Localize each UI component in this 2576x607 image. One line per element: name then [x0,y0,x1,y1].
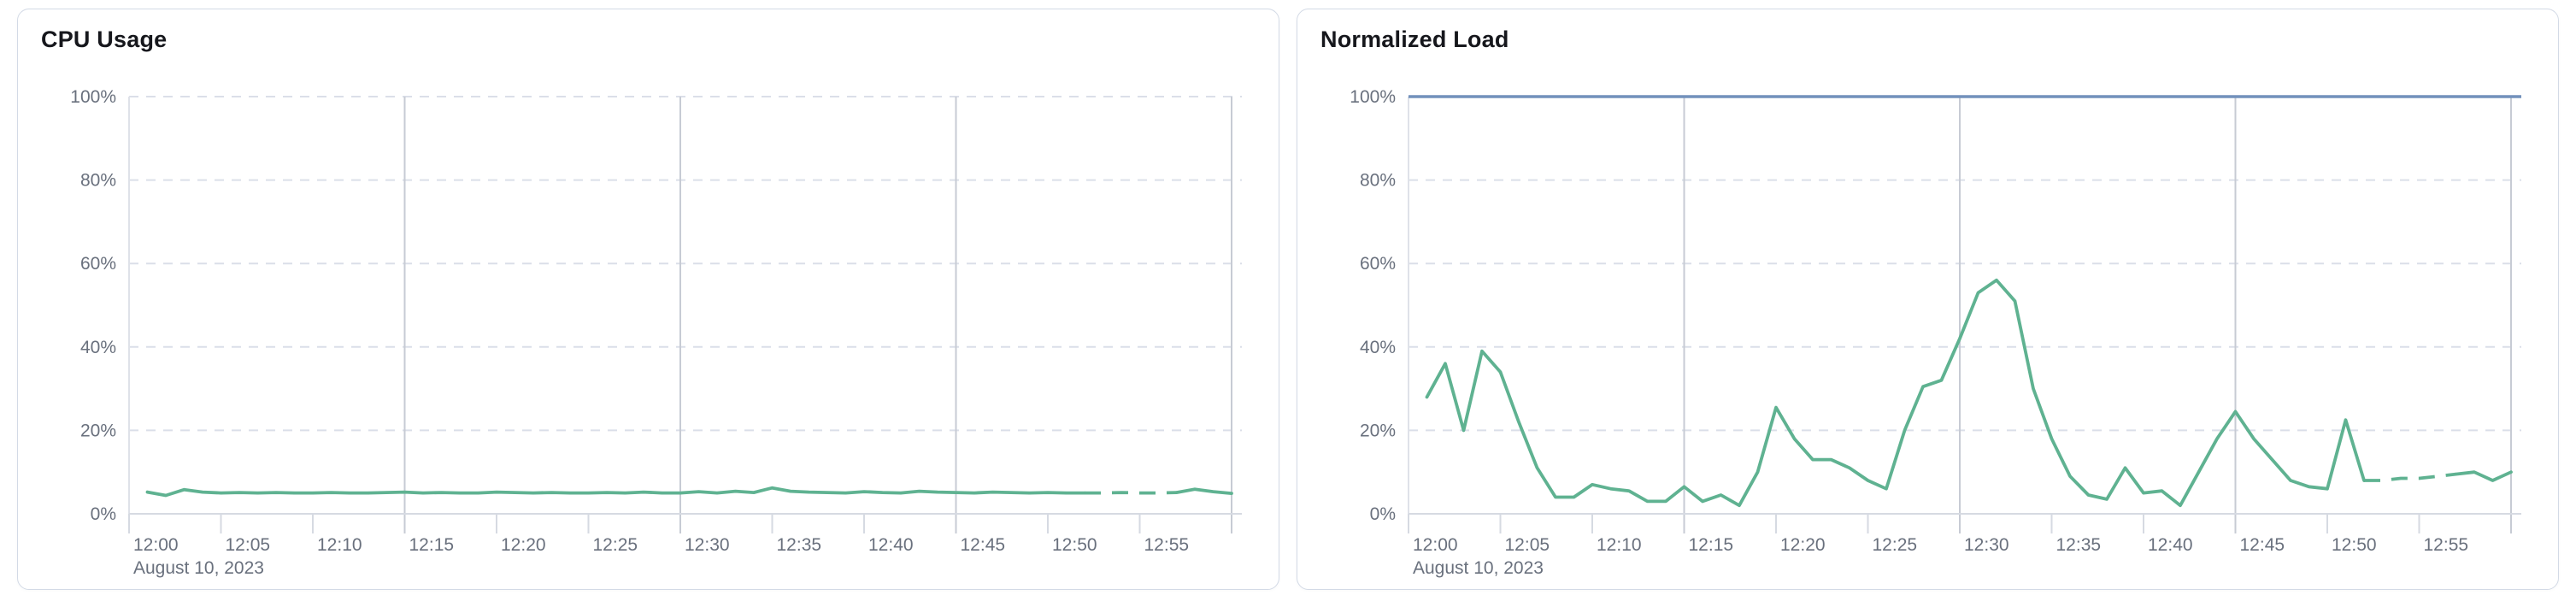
cpu-usage-line [1174,487,1233,495]
x-axis-label: 12:10 [1597,535,1642,555]
y-axis-label: 60% [1360,254,1396,274]
x-axis-label: 12:50 [2332,535,2377,555]
y-axis-label: 100% [1350,87,1396,107]
x-axis-label: 12:25 [593,535,638,555]
y-axis-label: 20% [1360,421,1396,440]
x-axis-label: 12:35 [777,535,822,555]
x-axis-label: 12:55 [2424,535,2469,555]
chart-title: Normalized Load [1320,27,1509,52]
x-axis-label: 12:40 [2148,535,2193,555]
x-axis-label: 12:05 [226,535,271,555]
x-axis-label: 12:45 [2240,535,2285,555]
x-axis-label: 12:00 [133,535,179,555]
cpu-usage-line [145,486,1086,498]
x-axis-label: 12:50 [1052,535,1097,555]
y-axis-label: 20% [80,421,116,440]
normalized-load-line [2454,470,2513,482]
date-label: August 10, 2023 [1413,558,1544,578]
x-axis-label: 12:20 [501,535,546,555]
normalized-load-line-dashed [2364,472,2456,482]
y-axis-label: 0% [91,504,116,524]
y-axis-label: 0% [1370,504,1396,524]
y-axis-label: 100% [70,87,116,107]
x-axis-label: 12:25 [1873,535,1918,555]
normalized-load-line [1425,278,2366,508]
cpu-usage-plot[interactable]: 0% 20% 40% 60% 80% 100% 12:00 August 10, 2023 12… [18,9,1280,591]
normalized-load-plot[interactable]: 0% 20% 40% 60% 80% 100% 12:00 August 10, 2023 12… [1297,9,2560,591]
x-axis-label: 12:30 [1964,535,2009,555]
x-axis-label: 12:15 [409,535,455,555]
x-axis-label: 12:10 [317,535,362,555]
date-label: August 10, 2023 [133,558,264,578]
y-axis-label: 80% [1360,171,1396,191]
x-axis-label: 12:30 [685,535,730,555]
x-axis-label: 12:00 [1413,535,1458,555]
x-axis-label: 12:40 [868,535,914,555]
cpu-usage-card: CPU Usage 0% 20% 40% 60% 80% 100% 12:00 August … [17,9,1279,590]
x-axis-label: 12:45 [961,535,1006,555]
x-axis-label: 12:20 [1780,535,1826,555]
y-axis-label: 40% [1360,338,1396,357]
chart-title: CPU Usage [41,27,168,52]
x-axis-label: 12:05 [1505,535,1550,555]
x-axis-label: 12:15 [1689,535,1734,555]
x-axis-label: 12:35 [2056,535,2102,555]
y-axis-label: 40% [80,338,116,357]
y-axis-label: 60% [80,254,116,274]
x-axis-label: 12:55 [1144,535,1190,555]
y-axis-label: 80% [80,171,116,191]
normalized-load-card: Normalized Load 0% 20% 40% 60% 80% 100% 12:00 A… [1297,9,2559,590]
cpu-usage-line-dashed [1085,491,1177,495]
